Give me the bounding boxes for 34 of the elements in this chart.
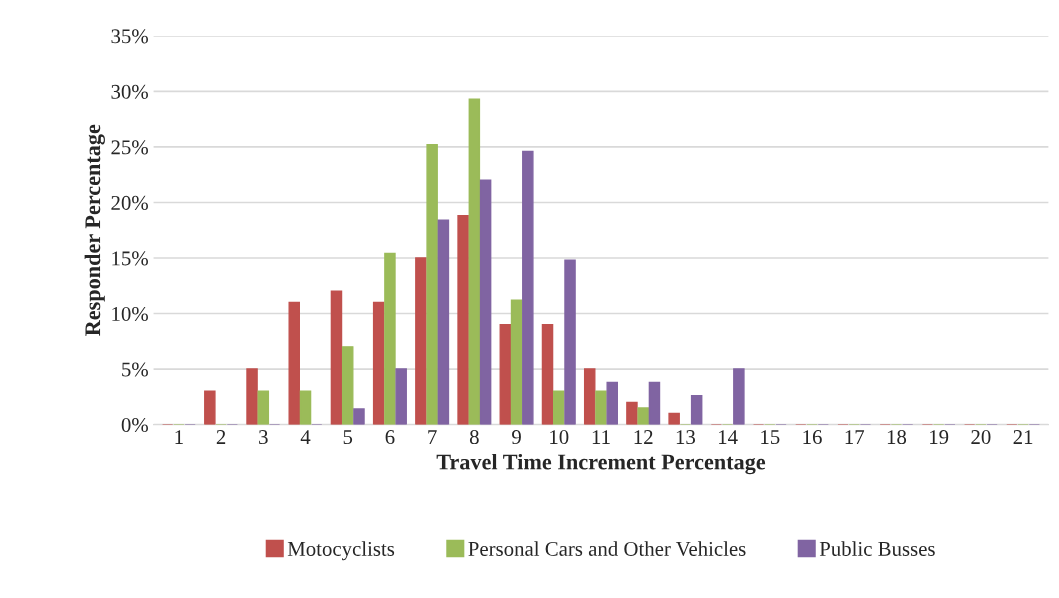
x-axis-title: Travel Time Increment Percentage <box>436 453 766 475</box>
x-tick-label: 19 <box>930 430 949 445</box>
legend-label: Public Busses <box>819 541 935 556</box>
y-tick-label: 20% <box>111 195 148 210</box>
y-tick-label: 0% <box>121 417 148 433</box>
x-tick-label: 18 <box>887 430 907 445</box>
x-tick-label: 6 <box>385 430 395 445</box>
y-tick-label: 30% <box>111 84 148 99</box>
x-tick-label: 1 <box>175 430 183 444</box>
x-tick-label: 3 <box>259 430 268 445</box>
x-tick-label: 12 <box>634 430 653 444</box>
x-tick-label: 7 <box>428 430 437 444</box>
x-tick-label: 21 <box>1013 430 1033 444</box>
legend-label: Personal Cars and Other Vehicles <box>468 541 746 557</box>
x-tick-label: 17 <box>845 430 865 444</box>
x-tick-label: 9 <box>512 430 521 445</box>
x-tick-label: 2 <box>216 430 226 444</box>
x-tick-label: 8 <box>469 430 479 445</box>
y-tick-label: 25% <box>111 140 148 155</box>
x-tick-label: 4 <box>300 430 311 444</box>
y-tick-label: 35% <box>111 29 148 44</box>
x-tick-label: 13 <box>676 430 696 445</box>
y-tick-label: 15% <box>112 251 148 266</box>
x-tick-label: 11 <box>592 430 610 444</box>
x-tick-label: 10 <box>550 430 569 445</box>
y-tick-label: 10% <box>112 306 148 322</box>
x-tick-label: 16 <box>803 430 822 445</box>
x-tick-label: 5 <box>343 430 353 445</box>
x-tick-label: 14 <box>719 430 738 444</box>
legend-label: Motocyclists <box>287 541 395 561</box>
x-tick-label: 20 <box>971 430 991 445</box>
x-tick-label: 15 <box>761 430 780 445</box>
y-tick-label: 5% <box>122 362 148 377</box>
y-axis-title: Responder Percentage <box>84 124 105 336</box>
